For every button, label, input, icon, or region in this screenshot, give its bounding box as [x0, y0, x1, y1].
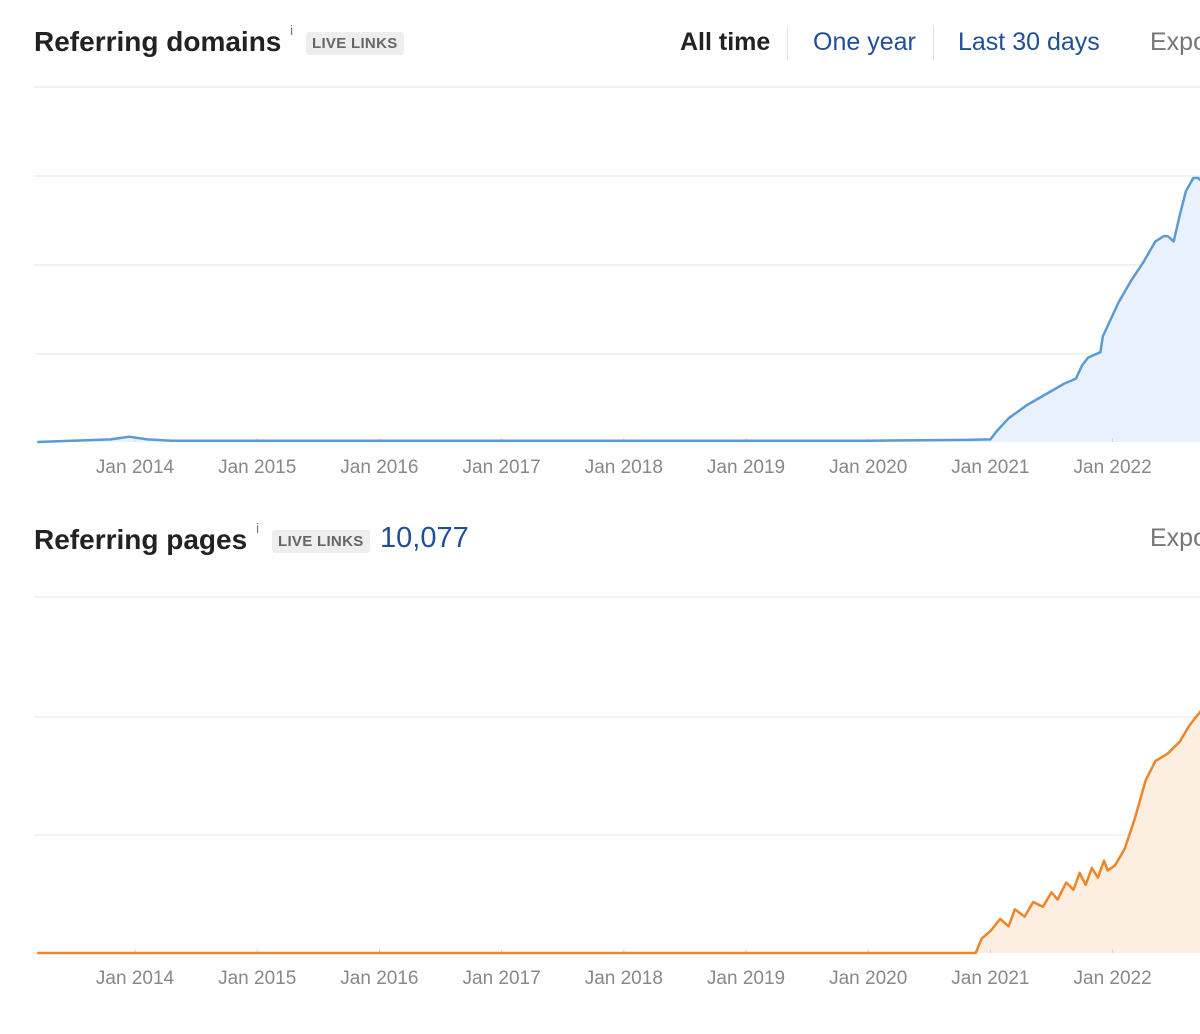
x-tick-label: Jan 2014 — [96, 968, 175, 989]
x-tick-label: Jan 2017 — [463, 457, 541, 478]
x-tick-label: Jan 2018 — [585, 968, 663, 989]
tab-divider — [933, 26, 934, 60]
referring-domains-chart: Jan 2014 Jan 2015 Jan 2016 Jan 2017 Jan 2018… — [34, 86, 1200, 478]
referring-pages-count: 10,077 — [380, 522, 469, 554]
x-tick-label: Jan 2016 — [340, 968, 418, 989]
x-tick-label: Jan 2019 — [707, 457, 785, 478]
x-tick-label: Jan 2022 — [1074, 968, 1152, 989]
x-tick-label: Jan 2014 — [96, 457, 175, 478]
x-tick-label: Jan 2015 — [218, 457, 296, 478]
x-tick-label: Jan 2020 — [829, 968, 907, 989]
series-line — [37, 710, 1200, 955]
export-button[interactable]: Expo — [1150, 28, 1200, 56]
x-tick-label: Jan 2021 — [951, 968, 1029, 989]
info-icon[interactable]: i — [256, 520, 260, 536]
referring-domains-header: Referring domains i LIVE LINKS All time … — [34, 22, 1200, 66]
x-tick-label: Jan 2021 — [951, 457, 1029, 478]
x-tick-label: Jan 2016 — [340, 457, 418, 478]
live-links-badge: LIVE LINKS — [306, 32, 404, 55]
x-tick-label: Jan 2015 — [218, 968, 296, 989]
referring-pages-chart: Jan 2014 Jan 2015 Jan 2016 Jan 2017 Jan 2018… — [34, 596, 1200, 989]
tab-divider — [787, 26, 788, 60]
tab-one-year[interactable]: One year — [813, 28, 916, 56]
referring-pages-header: Referring pages i LIVE LINKS 10,077 Expo — [34, 520, 1200, 564]
tab-all-time[interactable]: All time — [680, 28, 771, 56]
info-icon[interactable]: i — [290, 22, 294, 38]
live-links-badge: LIVE LINKS — [272, 530, 370, 553]
referring-pages-title: Referring pages — [34, 524, 248, 555]
tab-last-30-days[interactable]: Last 30 days — [958, 28, 1100, 56]
series-line — [37, 176, 1200, 444]
series-area — [37, 712, 1200, 953]
x-tick-label: Jan 2022 — [1074, 457, 1152, 478]
series-area — [37, 178, 1200, 442]
referring-domains-title: Referring domains — [34, 26, 282, 57]
x-tick-label: Jan 2017 — [463, 968, 541, 989]
export-button[interactable]: Expo — [1150, 524, 1200, 552]
x-tick-label: Jan 2020 — [829, 457, 907, 478]
x-tick-label: Jan 2019 — [707, 968, 785, 989]
x-tick-label: Jan 2018 — [585, 457, 663, 478]
